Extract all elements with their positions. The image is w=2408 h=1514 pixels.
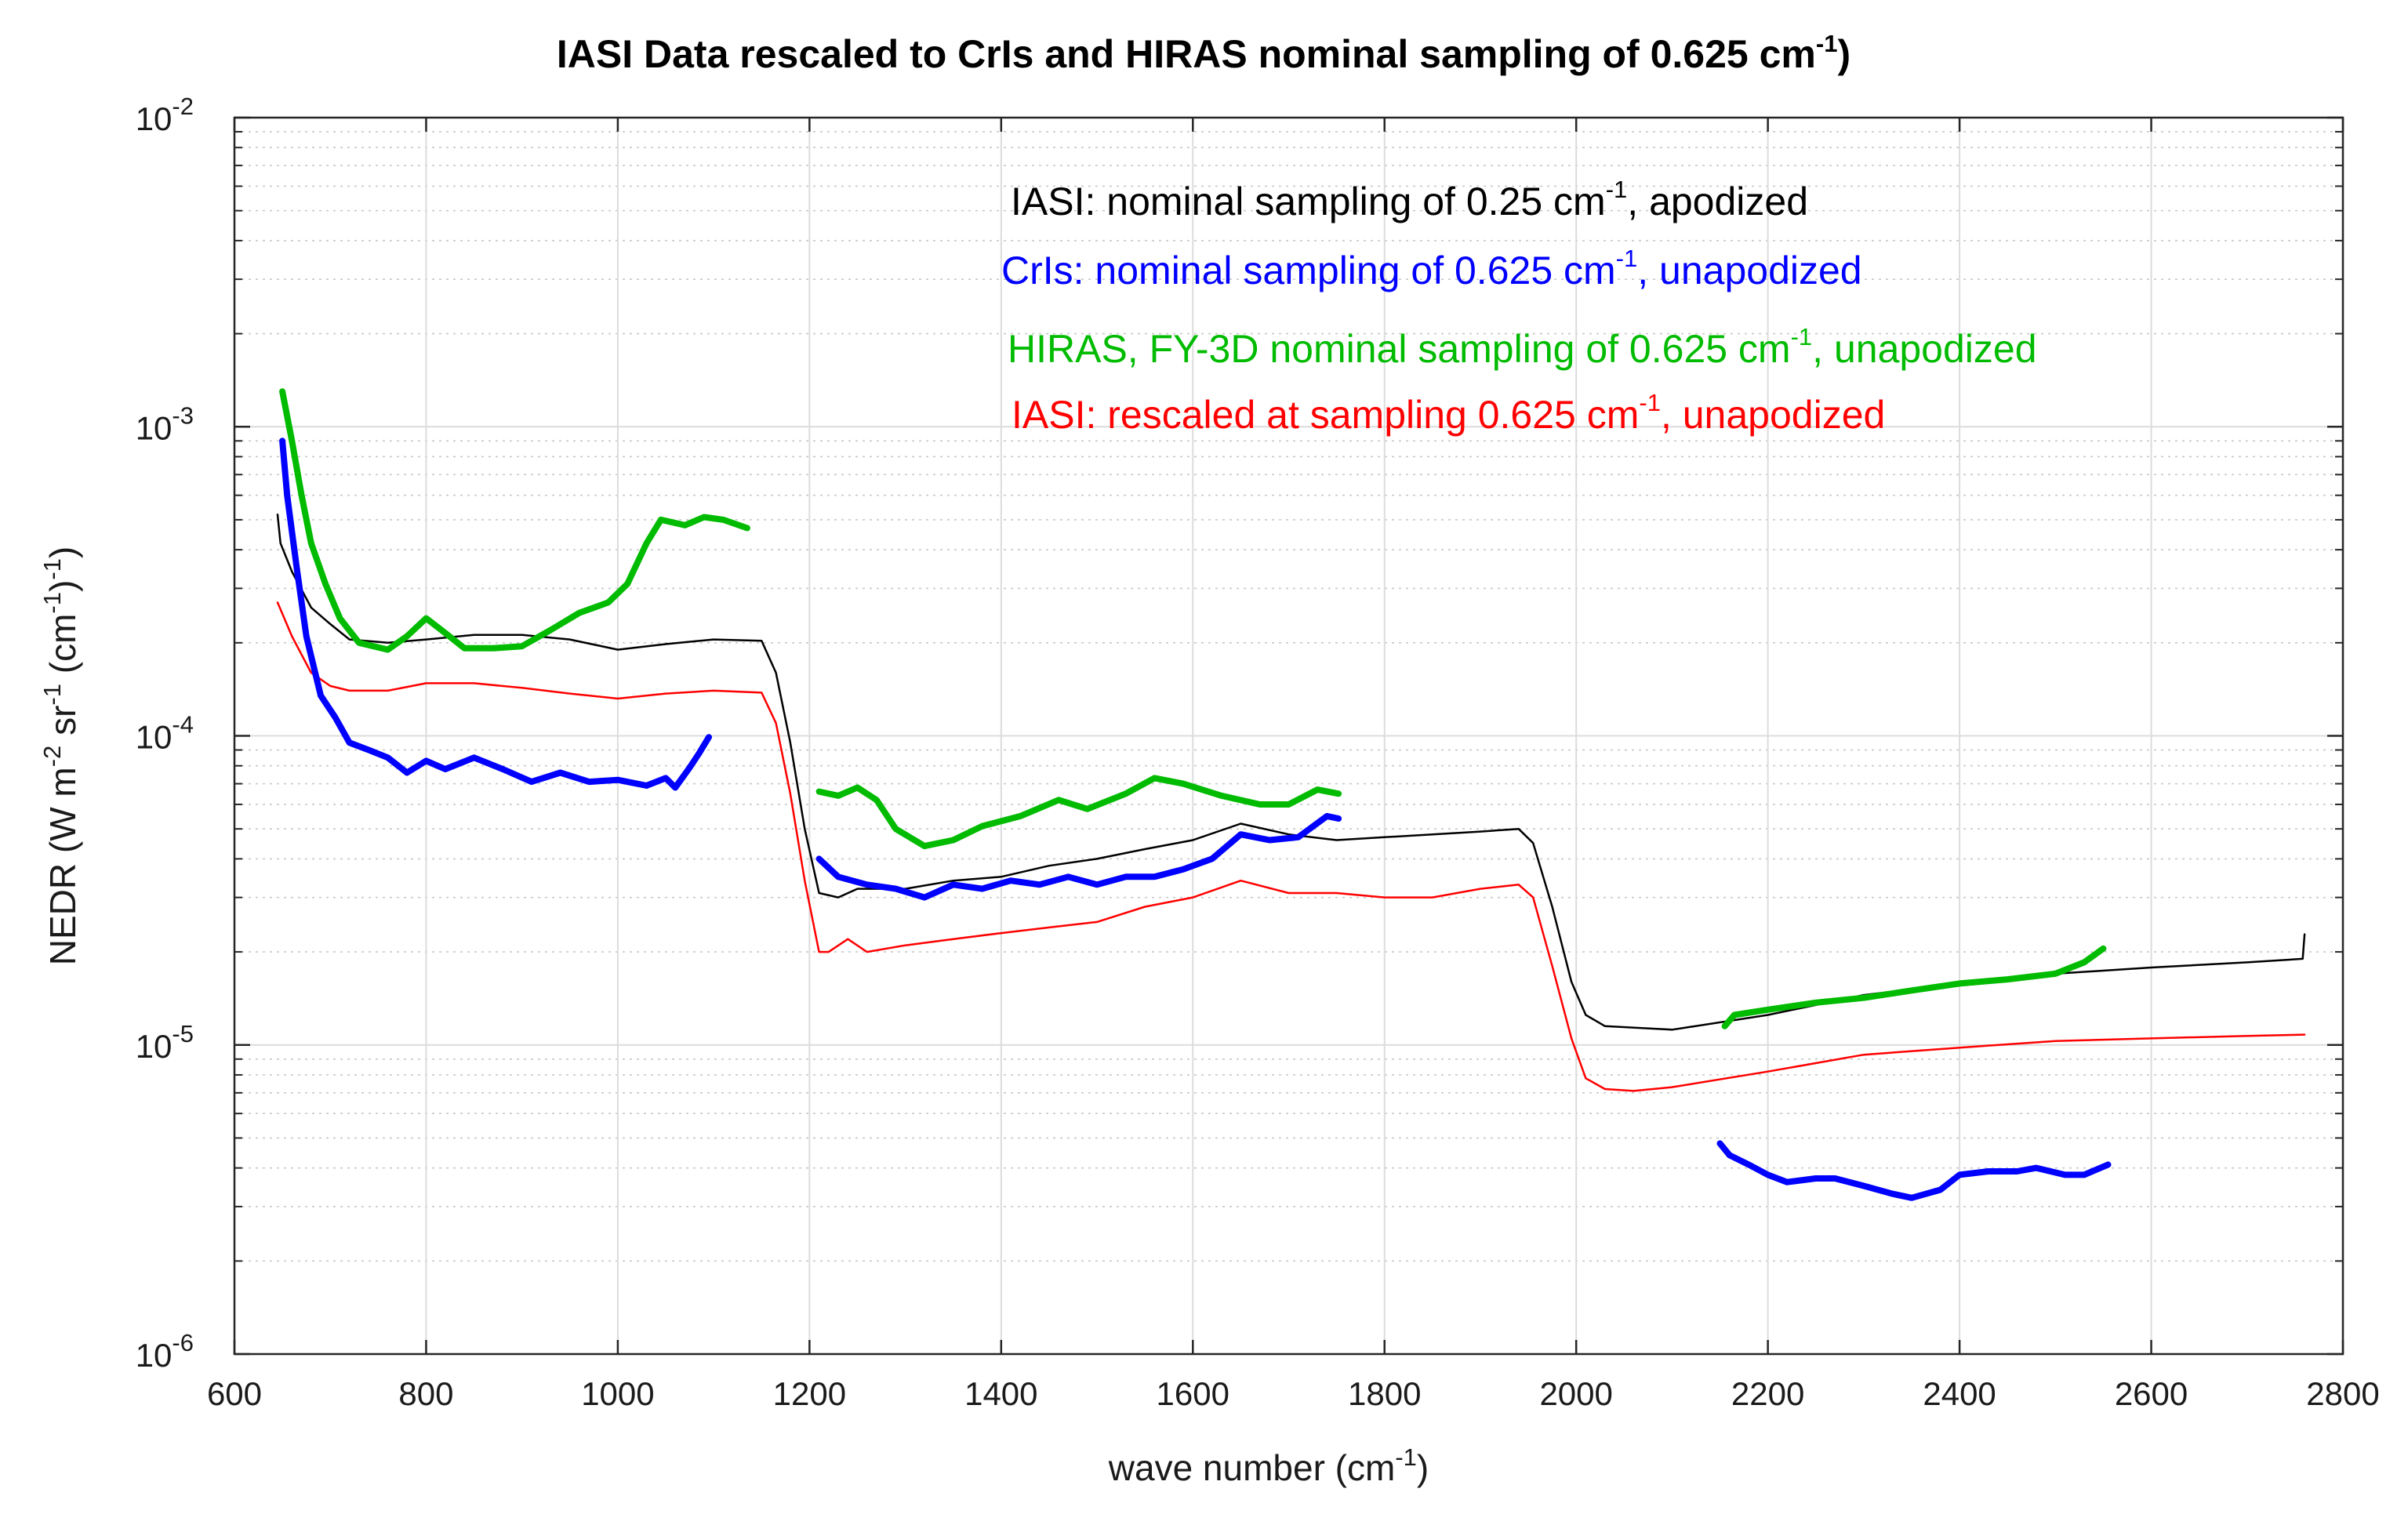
x-tick-label: 600 (207, 1375, 262, 1412)
series-3-segment-1 (815, 775, 1342, 850)
x-tick-label: 2400 (1923, 1375, 1996, 1412)
y-tick-labels: 10-6 10-5 10-4 10-3 10-2 (136, 93, 194, 1374)
x-tick-label: 2800 (2306, 1375, 2379, 1412)
y-tick-label: 10-5 (136, 1020, 194, 1065)
series-2-segment-1 (815, 812, 1342, 901)
legend-item-3: IASI: rescaled at sampling 0.625 cm-1, u… (1012, 389, 1885, 437)
series-3-segment-2 (1721, 945, 2107, 1029)
x-tick-label: 1400 (964, 1375, 1037, 1412)
x-tick-label: 1600 (1157, 1375, 1229, 1412)
y-tick-label: 10-6 (136, 1329, 194, 1374)
x-tick-label: 2200 (1731, 1375, 1804, 1412)
x-tick-label: 2000 (1539, 1375, 1612, 1412)
y-tick-label: 10-3 (136, 401, 194, 446)
y-axis-label: NEDR (W m-2 sr-1 (cm-1)-1) (38, 546, 83, 965)
x-tick-label: 1800 (1348, 1375, 1421, 1412)
y-tick-label: 10-2 (136, 93, 194, 137)
legend: IASI: nominal sampling of 0.25 cm-1, apo… (1001, 176, 2037, 437)
axis-ticks (233, 116, 2344, 1356)
series-2-segment-2 (1716, 1140, 2112, 1201)
legend-item-2: HIRAS, FY-3D nominal sampling of 0.625 c… (1008, 323, 2037, 371)
series-3-segment-0 (279, 388, 750, 653)
x-tick-label: 1200 (773, 1375, 846, 1412)
legend-item-0: IASI: nominal sampling of 0.25 cm-1, apo… (1011, 176, 1808, 223)
chart-title: IASI Data rescaled to CrIs and HIRAS nom… (557, 30, 1850, 76)
series-0-segment-0 (276, 513, 2306, 1031)
y-tick-label: 10-4 (136, 711, 194, 756)
x-axis-label: wave number (cm-1) (1108, 1443, 1429, 1488)
legend-item-1: CrIs: nominal sampling of 0.625 cm-1, un… (1001, 245, 1862, 292)
x-tick-label: 1000 (581, 1375, 654, 1412)
series-2-segment-0 (279, 437, 712, 791)
x-tick-label: 800 (398, 1375, 453, 1412)
x-tick-label: 2600 (2115, 1375, 2188, 1412)
x-tick-labels: 600 800 1000 1200 1400 1600 1800 2000 2200 2400 26… (207, 1375, 2380, 1412)
series-1-segment-0 (276, 601, 2306, 1092)
series-layer (276, 388, 2306, 1201)
